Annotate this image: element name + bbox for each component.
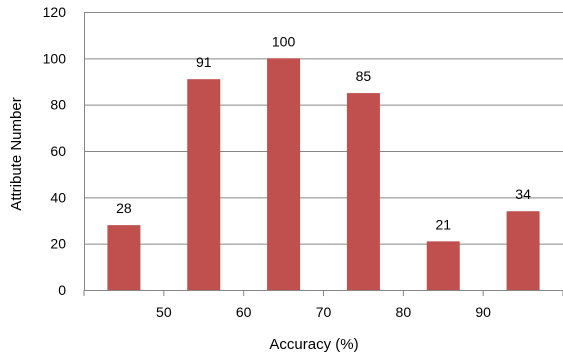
y-tick-labels: 0 20 40 60 80 100 120 [43,4,67,298]
y-tick-label: 80 [50,97,66,113]
x-tick-label: 70 [316,304,332,320]
x-tick-label: 50 [156,304,172,320]
data-labels: 28 91 100 85 21 34 [116,33,531,232]
y-tick-label: 120 [43,4,67,20]
data-label: 21 [435,216,451,232]
gridlines [84,12,563,245]
y-tick-label: 60 [50,143,66,159]
data-label: 34 [515,186,531,202]
data-label: 85 [356,68,372,84]
x-tick-labels: 50 60 70 80 90 [83,290,563,320]
data-label: 100 [272,33,296,49]
bar-75 [346,93,380,290]
bar-95 [506,211,540,290]
x-tick-label: 60 [236,304,252,320]
data-label: 28 [116,200,132,216]
data-label: 91 [196,54,212,70]
x-axis-title: Accuracy (%) [269,336,358,353]
x-tick-label: 90 [475,304,491,320]
bar-65 [267,58,301,291]
bar-45 [107,225,141,290]
bars [107,58,540,291]
y-tick-label: 0 [58,282,66,298]
y-tick-label: 20 [50,236,66,252]
y-axis-title: Attribute Number [8,97,25,210]
bar-85 [426,241,460,290]
y-tick-label: 40 [50,189,66,205]
x-tick-label: 80 [396,304,412,320]
y-tick-label: 100 [43,50,67,66]
bar-55 [187,79,221,290]
